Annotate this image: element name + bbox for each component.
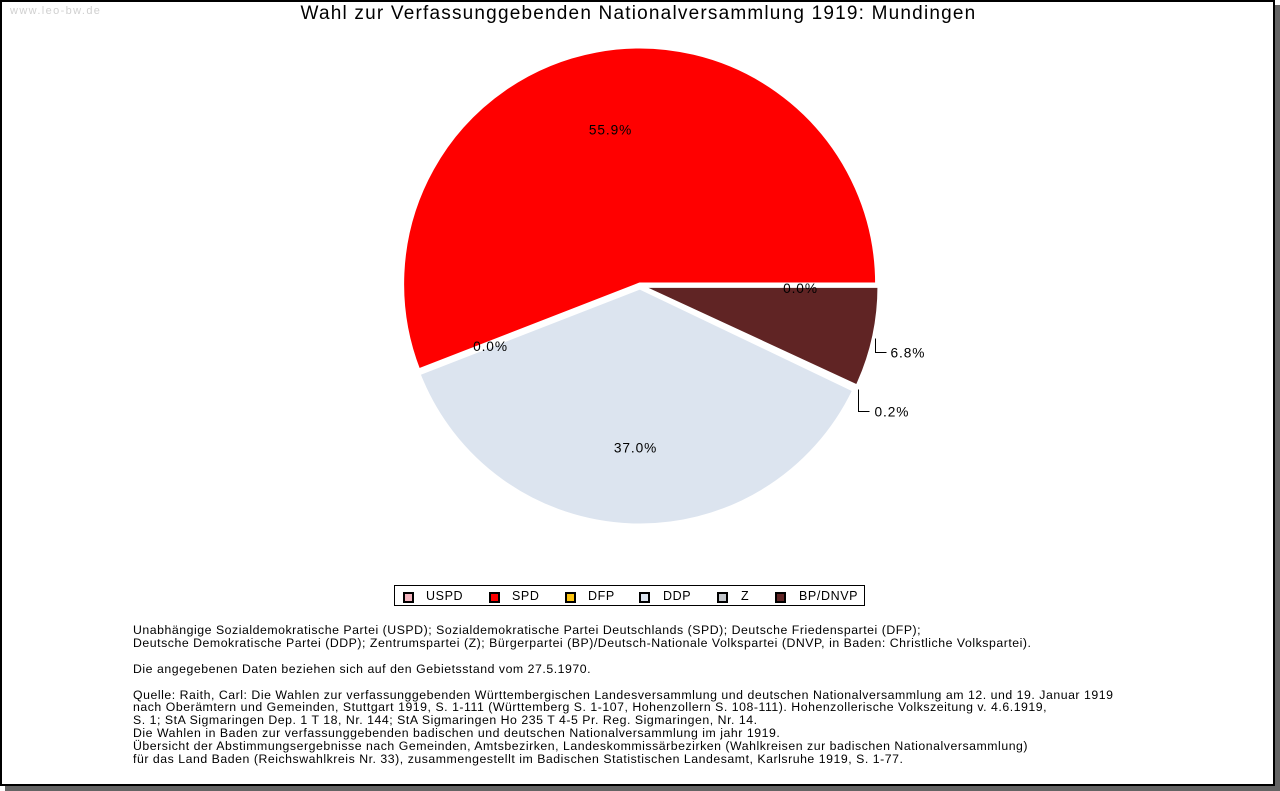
svg-text:55.9%: 55.9% bbox=[589, 122, 632, 137]
svg-text:37.0%: 37.0% bbox=[614, 440, 657, 455]
svg-text:0.0%: 0.0% bbox=[473, 339, 508, 354]
svg-text:6.8%: 6.8% bbox=[891, 345, 926, 360]
svg-text:0.2%: 0.2% bbox=[875, 404, 910, 419]
svg-text:0.0%: 0.0% bbox=[783, 281, 818, 296]
